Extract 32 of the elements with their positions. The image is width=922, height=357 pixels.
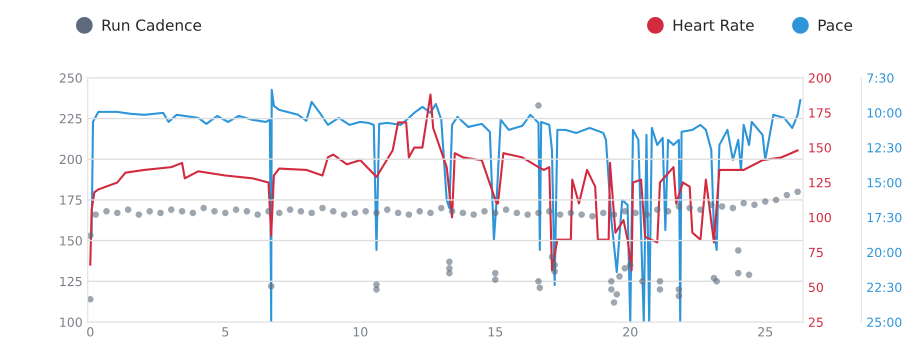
y3-tick-label: 25:00 [867,317,902,327]
y2-tick-label: 175 [809,108,831,118]
y2-tick-label: 75 [808,248,823,258]
y-tick-label: 200 [60,154,82,164]
y-tick-label: 250 [60,73,82,83]
y2-tick-label: 100 [809,212,831,222]
y-tick-label: 175 [60,196,82,205]
y2-tick-label: 150 [809,143,831,153]
y3-tick-label: 15:00 [868,178,902,188]
y2-tick-label: 25 [808,317,823,327]
y-tick-label: 125 [60,276,82,286]
y3-tick-label: 20:00 [867,248,902,258]
x-tick-label: 10 [354,327,368,337]
x-tick-label: 0 [87,327,94,337]
y2-tick-label: 50 [808,282,823,292]
x-tick-label: 20 [623,327,638,337]
y-tick-label: 225 [60,114,82,124]
y3-tick-label: 7:30 [867,73,894,83]
y3-tick-label: 22:30 [867,282,902,292]
legend-label: Heart Rate [674,20,754,31]
x-tick-label: 25 [758,327,772,337]
legend-label: Pace [818,20,852,31]
y3-tick-label: 10:00 [868,108,902,118]
y-tick-label: 100 [60,317,82,327]
y3-tick-label: 17:30 [868,212,902,222]
x-tick-label: 5 [222,327,228,337]
y2-tick-label: 200 [808,73,831,83]
y-tick-label: 150 [60,236,82,246]
y3-tick-label: 12:30 [868,143,902,153]
legend-label: Run Cadence [102,19,202,31]
y2-tick-label: 125 [809,178,831,188]
x-tick-label: 15 [488,327,502,337]
